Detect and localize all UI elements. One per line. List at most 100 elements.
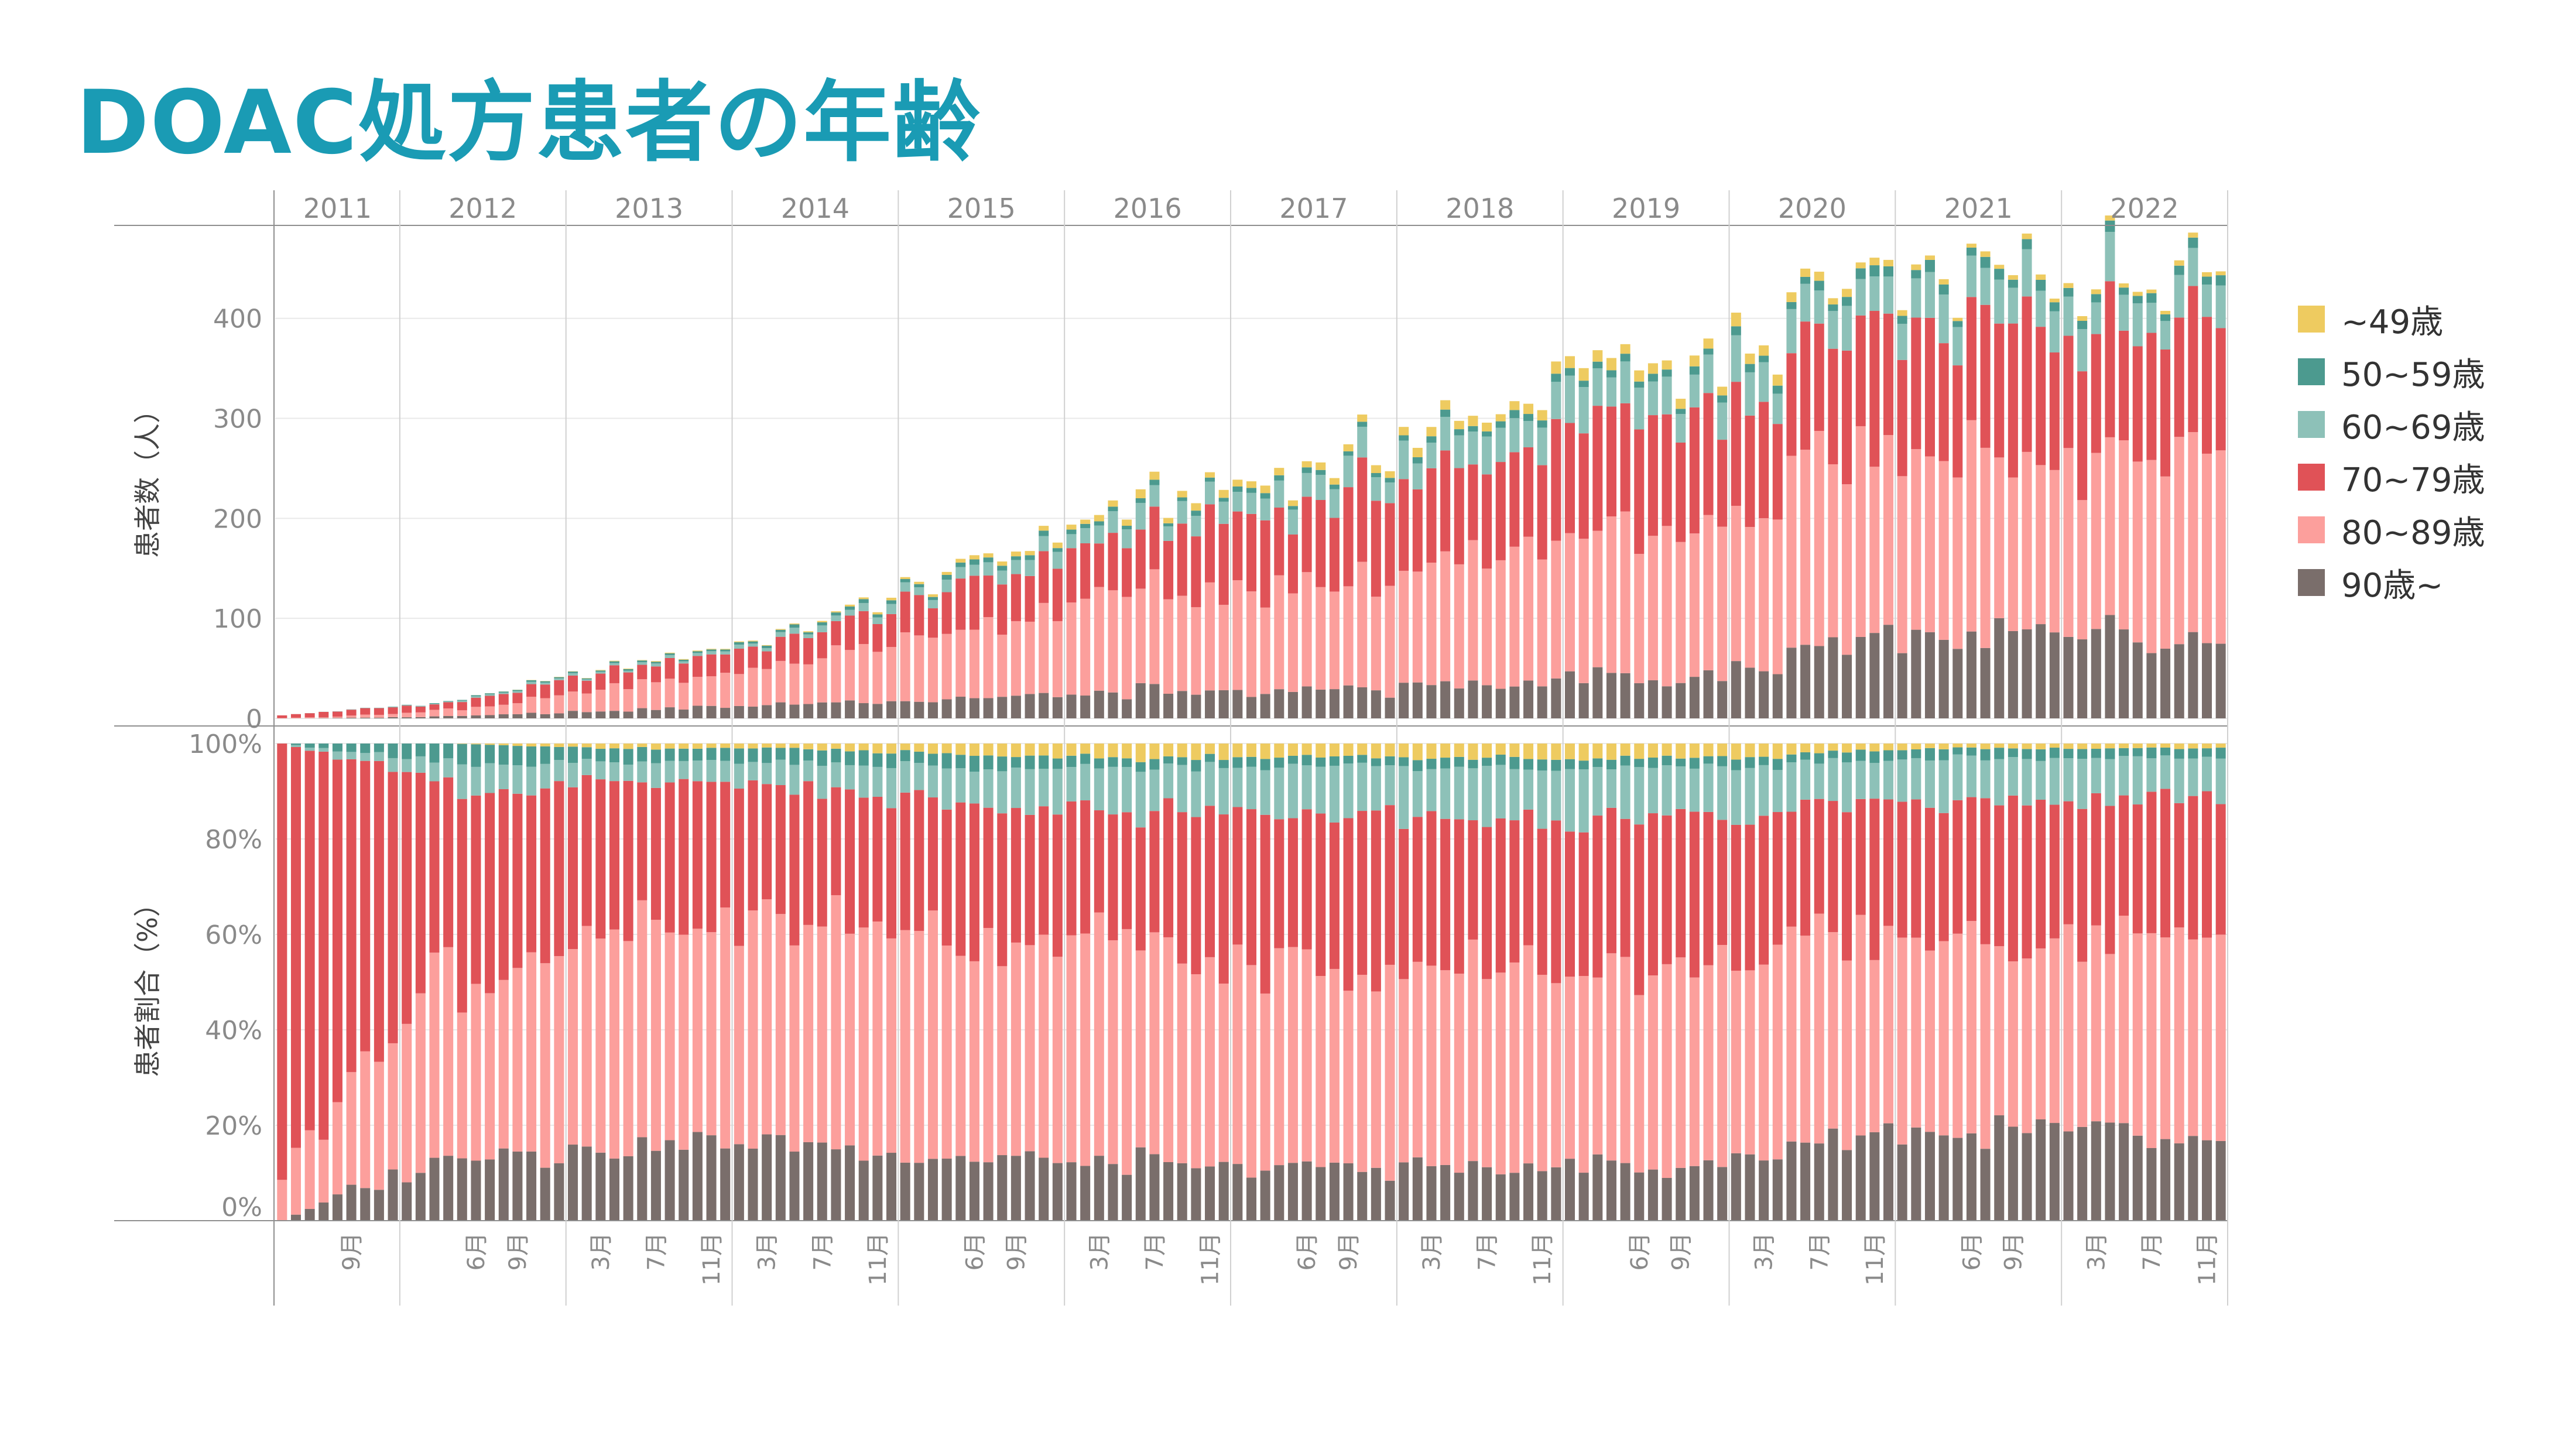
bar-share-a90 (1052, 1163, 1063, 1221)
bar-share-a49 (1676, 744, 1686, 759)
bar-share-a89 (318, 1139, 329, 1203)
bar-share-a90 (1122, 1174, 1132, 1221)
bar-count-a69 (1800, 283, 1811, 322)
bar-share-a90 (1149, 1154, 1160, 1221)
bar-share-a49 (1039, 744, 1049, 756)
bar-count-a69 (1274, 480, 1284, 508)
bar-count-a79 (1897, 359, 1907, 477)
bar-share-a59 (318, 744, 329, 748)
bar-share-a59 (1772, 759, 1783, 770)
bar-share-a89 (1412, 961, 1423, 1157)
bar-count-a49 (2105, 215, 2115, 221)
bar-share-a69 (290, 745, 301, 747)
bar-count-a89 (374, 714, 384, 718)
bar-share-a89 (609, 929, 620, 1159)
bar-count-a79 (2188, 286, 2198, 433)
bar-share-a69 (858, 765, 869, 798)
bar-count-a49 (1260, 485, 1270, 494)
bar-share-a89 (1772, 944, 1783, 1160)
month-tick-label: 11月 (2194, 1232, 2221, 1286)
bar-count-a69 (457, 700, 467, 703)
bar-share-a59 (1537, 759, 1547, 771)
bar-count-a59 (1052, 548, 1063, 552)
bar-count-a49 (1094, 515, 1104, 522)
month-tick-label: 9月 (1335, 1232, 1362, 1270)
bar-share-a69 (2077, 759, 2088, 809)
bar-share-a89 (415, 993, 426, 1173)
bar-share-a49 (485, 744, 495, 745)
bar-count-a59 (748, 641, 758, 644)
bar-share-a79 (1135, 827, 1146, 951)
bar-share-a89 (706, 932, 717, 1136)
bar-count-a79 (1468, 464, 1478, 540)
bar-share-a89 (2119, 916, 2129, 1123)
bar-share-a59 (845, 751, 855, 765)
bar-count-a79 (1620, 403, 1630, 512)
bar-count-a79 (679, 663, 689, 683)
bar-count-a69 (1177, 501, 1187, 524)
bar-share-a49 (512, 744, 523, 746)
bar-share-a79 (1731, 824, 1741, 971)
bar-count-a90 (1814, 646, 1824, 718)
bar-count-a89 (2036, 465, 2046, 625)
bar-share-a59 (1205, 753, 1215, 762)
bar-count-a79 (2146, 333, 2157, 460)
bar-share-a59 (803, 749, 814, 761)
bar-count-a90 (997, 697, 1008, 718)
bar-count-a59 (2008, 279, 2018, 288)
bar-count-a79 (2036, 327, 2046, 465)
bar-share-a69 (1800, 759, 1811, 800)
bar-count-a49 (997, 561, 1008, 566)
bar-share-a49 (692, 744, 703, 749)
bar-count-a79 (692, 656, 703, 677)
bar-share-a79 (1924, 807, 1935, 951)
bar-share-a90 (2091, 1121, 2101, 1221)
bar-count-a59 (1842, 297, 1852, 306)
bar-share-a49 (1135, 744, 1146, 762)
bar-share-a49 (1578, 744, 1589, 761)
bar-share-a90 (1800, 1142, 1811, 1221)
bar-share-a79 (1260, 814, 1270, 994)
bar-share-a90 (720, 1148, 731, 1221)
bar-share-a49 (2049, 744, 2060, 748)
bar-share-a69 (1301, 765, 1312, 810)
bar-share-a79 (2146, 792, 2157, 933)
bar-share-a69 (969, 771, 979, 804)
bar-share-a79 (748, 780, 758, 911)
legend-swatch (2298, 411, 2325, 438)
bar-share-a69 (720, 761, 731, 782)
bar-count-a49 (1994, 265, 2005, 269)
bar-count-a89 (886, 647, 897, 701)
bar-count-a90 (1399, 683, 1409, 718)
bar-share-a59 (2174, 749, 2184, 759)
bar-share-a49 (748, 744, 758, 749)
bar-share-a69 (1537, 770, 1547, 829)
bar-count-a79 (1911, 317, 1921, 450)
bar-count-a90 (554, 713, 564, 718)
bar-share-a89 (1842, 960, 1852, 1150)
bar-count-a49 (1329, 478, 1340, 485)
bar-count-a89 (2008, 477, 2018, 631)
bar-count-a90 (1523, 680, 1534, 718)
bar-share-a89 (679, 934, 689, 1150)
bar-count-a49 (1800, 268, 1811, 277)
bar-count-a69 (1287, 509, 1298, 535)
bar-share-a89 (304, 1130, 315, 1209)
bar-share-a59 (1647, 758, 1658, 768)
bar-count-a59 (734, 642, 744, 645)
bar-count-a79 (1523, 447, 1534, 537)
bar-share-a49 (1592, 744, 1603, 759)
bar-share-a90 (1010, 1156, 1021, 1221)
bar-share-a79 (941, 809, 952, 946)
bar-share-a59 (1135, 762, 1146, 772)
bar-count-a89 (1094, 587, 1104, 691)
bar-share-a79 (485, 793, 495, 994)
bar-count-a89 (1869, 467, 1880, 633)
bar-count-a49 (1966, 244, 1976, 248)
bar-share-a90 (2202, 1140, 2212, 1221)
bar-share-a69 (1676, 766, 1686, 809)
bar-share-a59 (664, 748, 675, 761)
bar-share-a79 (2091, 793, 2101, 926)
bar-share-a69 (485, 763, 495, 793)
month-tick-label: 3月 (1751, 1232, 1778, 1270)
